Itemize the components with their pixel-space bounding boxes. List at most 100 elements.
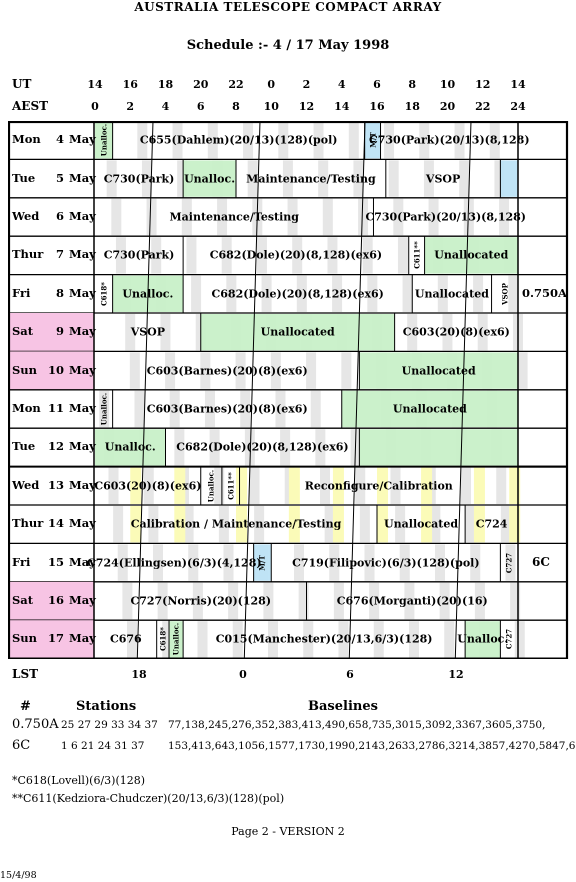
day-name: Tue bbox=[12, 439, 36, 454]
segment-bg bbox=[465, 621, 501, 658]
day-month: May bbox=[69, 439, 96, 454]
stripe bbox=[508, 275, 519, 312]
schedule-grid bbox=[8, 121, 569, 659]
yellow-stripe bbox=[174, 467, 186, 504]
stripe bbox=[232, 621, 243, 658]
day-label: Wed 13 May bbox=[12, 478, 96, 492]
stripe bbox=[315, 429, 326, 466]
stripe bbox=[505, 544, 516, 581]
grid-frame bbox=[8, 121, 569, 659]
day-name: Wed bbox=[12, 477, 40, 492]
lst-tick-2: 6 bbox=[346, 668, 354, 681]
yellow-stripe bbox=[174, 506, 186, 543]
stripe bbox=[247, 160, 258, 197]
stripe bbox=[329, 544, 340, 581]
aest-tick-4: 8 bbox=[232, 100, 240, 113]
stripe bbox=[470, 544, 481, 581]
footnote-c611: **C611(Kedziora-Chudczer)(20/13,6/3)(128… bbox=[12, 792, 285, 805]
segment-bg bbox=[253, 544, 272, 581]
stripe bbox=[296, 275, 307, 312]
stripe bbox=[444, 621, 455, 658]
config-row-1-baselines: 77,138,245,276,352,383,413,490,658,735,3… bbox=[168, 719, 546, 731]
segment-label: C618* bbox=[158, 627, 168, 652]
ut-tick-12: 14 bbox=[510, 78, 526, 91]
stripe bbox=[117, 544, 128, 581]
day-label: Sun 17 May bbox=[12, 631, 96, 645]
day-month: May bbox=[69, 631, 96, 646]
ut-tick-10: 10 bbox=[439, 78, 456, 91]
aest-tick-1: 2 bbox=[126, 100, 135, 113]
day-name: Thur bbox=[12, 247, 44, 262]
stripe bbox=[127, 621, 138, 658]
stripe bbox=[500, 506, 511, 543]
stripe bbox=[442, 314, 453, 351]
segment-label: Maintenance/Testing bbox=[246, 172, 376, 186]
segment-label: VSOP bbox=[500, 282, 510, 305]
stripe bbox=[338, 621, 349, 658]
stripe bbox=[419, 122, 430, 159]
segment-bg bbox=[183, 160, 236, 197]
stripe bbox=[324, 506, 335, 543]
stripe bbox=[122, 582, 133, 620]
segment-label: C015(Manchester)(20/13,6/3)(128) bbox=[215, 632, 433, 646]
aest-tick-0: 0 bbox=[91, 100, 99, 113]
segment-label: C730(Park) bbox=[103, 172, 175, 186]
segment-label: C682(Dole)(20)(8,128)(ex6) bbox=[211, 287, 384, 301]
day-month: May bbox=[69, 324, 96, 339]
stripe bbox=[454, 122, 465, 159]
segment-label: C730(Park)(20/13)(8,128) bbox=[368, 133, 530, 147]
ut-tick-0: 14 bbox=[87, 78, 103, 91]
stripe bbox=[223, 544, 234, 581]
config-label-2: 6C bbox=[532, 555, 550, 569]
segment-label: Unallocated bbox=[384, 517, 459, 531]
day-label: Thur 14 May bbox=[12, 516, 96, 530]
config-header-stations: Stations bbox=[76, 699, 137, 714]
segment-bg bbox=[500, 160, 518, 197]
stripe bbox=[249, 467, 260, 504]
stripe bbox=[240, 390, 251, 428]
stripe bbox=[397, 237, 408, 274]
stripe bbox=[409, 621, 420, 658]
day-date: 8 bbox=[55, 285, 64, 300]
stripe bbox=[474, 582, 485, 620]
stripe bbox=[188, 544, 199, 581]
stripe bbox=[332, 275, 343, 312]
yellow-stripe bbox=[332, 506, 344, 543]
day-name: Wed bbox=[12, 209, 40, 223]
stripe bbox=[310, 390, 321, 428]
lst-axis-label: LST bbox=[12, 667, 39, 681]
stripe bbox=[172, 122, 183, 159]
stripe bbox=[221, 237, 232, 274]
segment-label: Unalloc. bbox=[99, 123, 109, 157]
stripe bbox=[204, 390, 215, 428]
segment-label: M/T bbox=[257, 554, 267, 571]
stripe bbox=[256, 237, 267, 274]
segment-bg bbox=[364, 122, 381, 159]
lst-tick-3: 12 bbox=[448, 668, 464, 681]
segment-bg bbox=[169, 621, 184, 658]
segment-label: C611** bbox=[226, 472, 236, 500]
stripe bbox=[402, 275, 413, 312]
day-date: 4 bbox=[55, 132, 64, 147]
day-name: Fri bbox=[12, 285, 31, 300]
day-label: Sat 16 May bbox=[12, 593, 96, 607]
yellow-stripe bbox=[236, 467, 247, 504]
config-header-baselines: Baselines bbox=[308, 699, 378, 714]
stripe bbox=[177, 160, 188, 197]
stripe bbox=[197, 621, 208, 658]
aest-tick-8: 16 bbox=[369, 100, 385, 113]
aest-tick-11: 22 bbox=[475, 100, 491, 113]
day-name: Mon bbox=[12, 132, 41, 147]
day-label: Sat 9 May bbox=[12, 324, 96, 338]
stripe bbox=[384, 122, 395, 159]
segment-bg bbox=[95, 429, 166, 466]
stripe bbox=[254, 506, 265, 543]
day-label: Mon 4 May bbox=[12, 132, 96, 146]
stripe bbox=[244, 429, 255, 466]
yellow-stripe bbox=[509, 506, 521, 543]
stripe bbox=[428, 198, 439, 236]
stripe bbox=[494, 160, 505, 197]
day-date: 6 bbox=[55, 209, 64, 223]
yellow-stripe bbox=[377, 506, 388, 543]
segment-label: C618* bbox=[99, 281, 109, 306]
